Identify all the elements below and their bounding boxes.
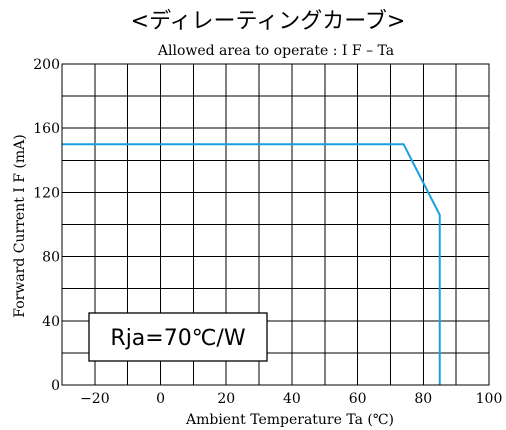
plot-frame xyxy=(61,63,490,386)
x-axis-label: Ambient Temperature Ta (℃) xyxy=(185,412,394,428)
x-tick-label: 100 xyxy=(476,391,503,407)
y-tick-label: 0 xyxy=(51,378,60,394)
chart-heading: <ディレーティングカーブ> xyxy=(131,9,406,34)
annotation-box xyxy=(88,312,268,362)
x-tick-label: 20 xyxy=(217,391,235,407)
y-tick-label: 120 xyxy=(33,185,60,201)
y-tick-label: 40 xyxy=(42,314,60,330)
x-tick-labels: −20 0 20 40 60 80 100 xyxy=(80,391,502,407)
x-tick-label: 40 xyxy=(283,391,301,407)
grid-lines xyxy=(62,64,489,385)
x-tick-label: 60 xyxy=(349,391,367,407)
y-tick-label: 80 xyxy=(42,250,60,266)
chart-title: Allowed area to operate : I F – Ta xyxy=(157,43,394,59)
x-tick-label: 0 xyxy=(156,391,165,407)
x-tick-label: −20 xyxy=(80,391,110,407)
y-axis-label: Forward Current I F (mA) xyxy=(12,134,28,317)
y-tick-label: 160 xyxy=(33,121,60,137)
series-layer xyxy=(62,143,441,385)
derating-curve xyxy=(62,143,441,385)
x-tick-label: 80 xyxy=(414,391,432,407)
annotation-label: Rja=70℃/W xyxy=(110,326,245,351)
y-tick-labels: 0 40 80 120 160 200 xyxy=(33,57,60,394)
y-tick-label: 200 xyxy=(33,57,60,73)
